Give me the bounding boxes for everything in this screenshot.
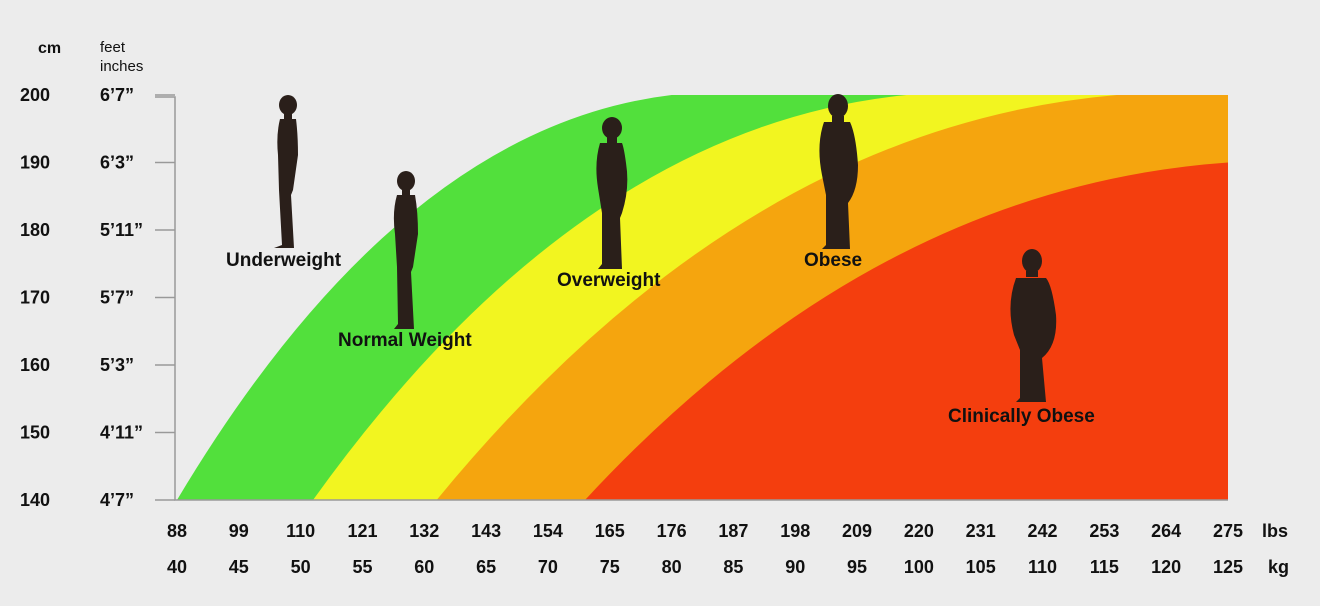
x-tick-label-kg: 80 — [662, 557, 682, 577]
x-tick-label-lbs: 264 — [1151, 521, 1181, 541]
x-tick-label-lbs: 275 — [1213, 521, 1243, 541]
x-tick-label-lbs: 143 — [471, 521, 501, 541]
y-tick-label-ft: 5’11” — [100, 220, 143, 240]
y-tick-label-ft: 4’7” — [100, 490, 134, 510]
y-tick-labels: 200 6’7” 190 6’3” 180 5’11” 170 5’7” 160 5’3” 150 4… — [20, 85, 143, 510]
x-tick-label-kg: 85 — [723, 557, 743, 577]
x-tick-label-kg: 70 — [538, 557, 558, 577]
x-tick-label-lbs: 132 — [409, 521, 439, 541]
x-tick-label-kg: 95 — [847, 557, 867, 577]
y-tick-label-ft: 5’3” — [100, 355, 134, 375]
y-tick-label-cm: 180 — [20, 220, 50, 240]
x-tick-label-kg: 115 — [1090, 557, 1119, 577]
x-tick-label-lbs: 176 — [657, 521, 687, 541]
silhouette-overweight-icon — [596, 117, 628, 269]
y-tick-label-ft: 4’11” — [100, 423, 143, 443]
x-tick-label-kg: 55 — [352, 557, 372, 577]
x-tick-label-lbs: 198 — [780, 521, 810, 541]
label-normal-weight: Normal Weight — [338, 330, 472, 351]
x-tick-label-kg: 105 — [966, 557, 996, 577]
x-tick-label-lbs: 154 — [533, 521, 563, 541]
x-tick-label-kg: 110 — [1028, 557, 1057, 577]
x-tick-label-kg: 40 — [167, 557, 187, 577]
y-axis — [155, 96, 1228, 501]
y-header-inches: inches — [100, 58, 143, 75]
x-tick-label-lbs: 165 — [595, 521, 625, 541]
x-tick-label-kg: 50 — [291, 557, 311, 577]
silhouette-normal-icon — [393, 171, 418, 329]
label-clinically-obese: Clinically Obese — [948, 406, 1095, 427]
y-tick-label-ft: 5’7” — [100, 288, 134, 308]
x-tick-label-lbs: 209 — [842, 521, 872, 541]
x-tick-label-lbs: 110 — [286, 521, 315, 541]
y-tick-label-cm: 200 — [20, 85, 50, 105]
label-overweight: Overweight — [557, 270, 661, 291]
x-tick-label-kg: 65 — [476, 557, 496, 577]
x-tick-label-kg: 45 — [229, 557, 249, 577]
y-tick-label-cm: 140 — [20, 490, 50, 510]
y-tick-label-ft: 6’7” — [100, 85, 134, 105]
y-tick-label-cm: 170 — [20, 288, 50, 308]
x-tick-labels: 88 40 99 45 110 50 121 55 132 60 143 65 154 70 165 75 17… — [167, 521, 1243, 577]
label-obese: Obese — [804, 250, 862, 271]
x-tick-label-lbs: 231 — [966, 521, 996, 541]
x-tick-label-lbs: 99 — [229, 521, 249, 541]
x-tick-label-lbs: 242 — [1028, 521, 1058, 541]
y-axis-ticks — [155, 94, 175, 501]
silhouette-obese-icon — [819, 94, 858, 249]
silhouette-clinically-obese-icon — [1010, 249, 1057, 402]
y-tick-label-cm: 190 — [20, 153, 50, 173]
x-tick-label-lbs: 187 — [718, 521, 748, 541]
y-header-feet: feet — [100, 39, 126, 56]
zone-clinically-obese — [585, 162, 1228, 500]
x-tick-label-kg: 125 — [1213, 557, 1243, 577]
label-underweight: Underweight — [226, 250, 342, 271]
x-tick-label-kg: 120 — [1151, 557, 1181, 577]
y-tick-label-cm: 150 — [20, 423, 50, 443]
x-tick-label-lbs: 220 — [904, 521, 934, 541]
x-tick-label-kg: 75 — [600, 557, 620, 577]
x-unit-lbs: lbs — [1262, 521, 1288, 541]
x-tick-label-lbs: 253 — [1089, 521, 1119, 541]
silhouette-underweight-icon — [274, 95, 298, 248]
x-tick-label-kg: 100 — [904, 557, 934, 577]
x-tick-label-kg: 90 — [785, 557, 805, 577]
x-tick-label-lbs: 88 — [167, 521, 187, 541]
y-tick-label-ft: 6’3” — [100, 153, 134, 173]
x-tick-label-kg: 60 — [414, 557, 434, 577]
x-tick-label-lbs: 121 — [347, 521, 377, 541]
y-header-cm: cm — [38, 40, 61, 57]
y-tick-label-cm: 160 — [20, 355, 50, 375]
x-unit-kg: kg — [1268, 557, 1289, 577]
